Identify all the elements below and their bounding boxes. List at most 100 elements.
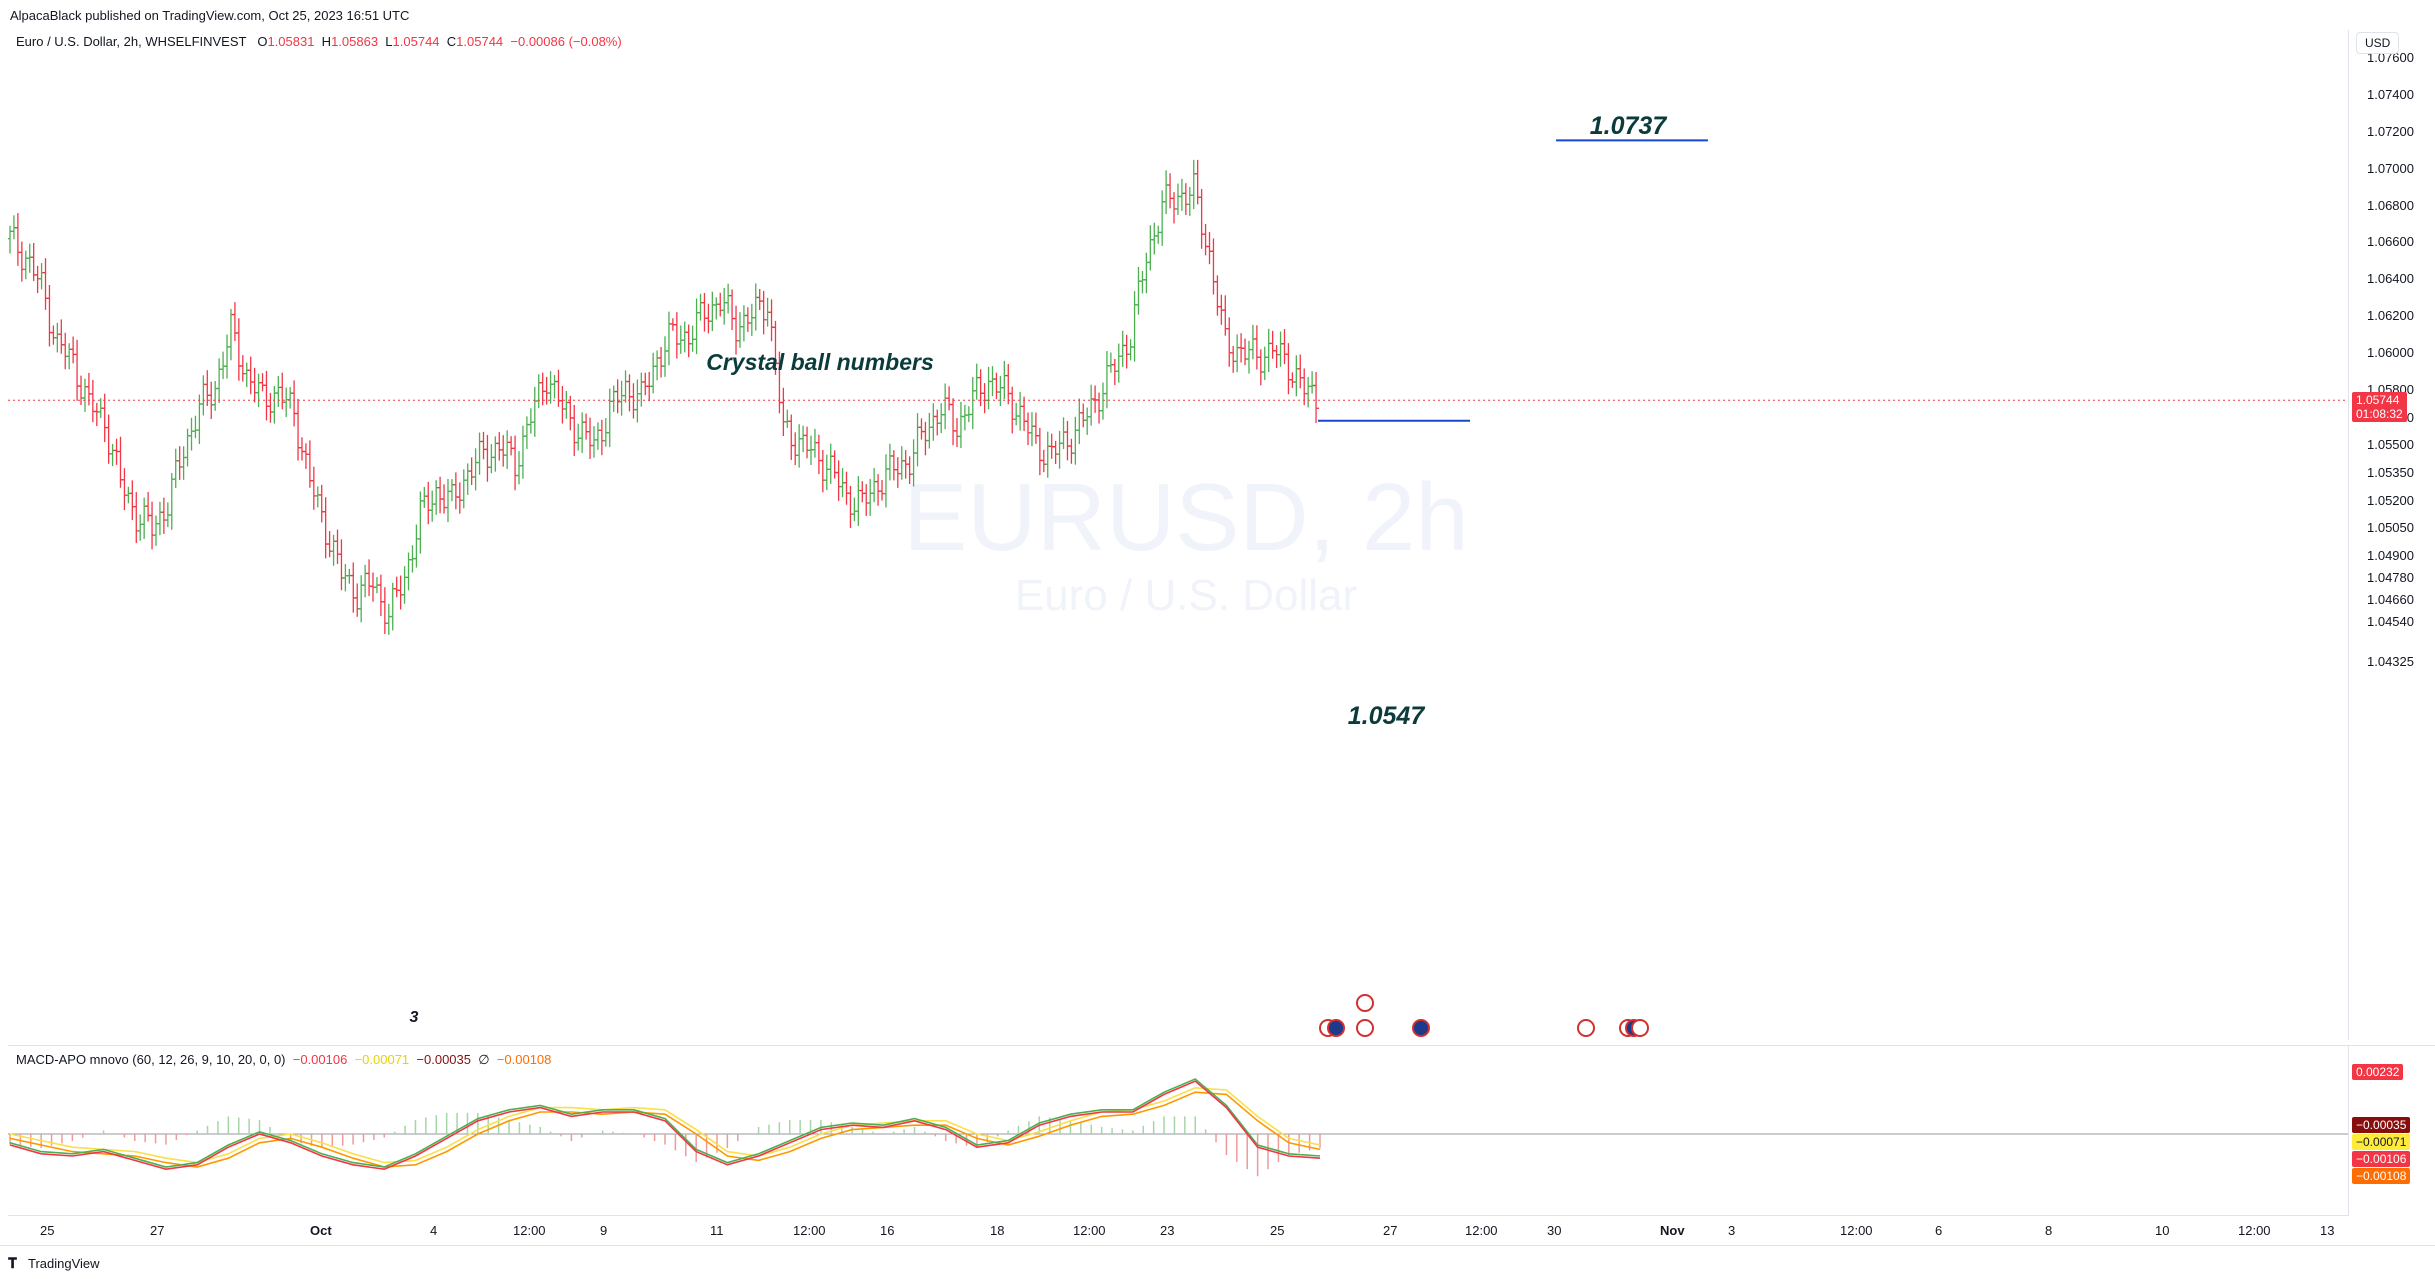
ohlc-bar (421, 486, 428, 508)
ohlc-bar (26, 243, 33, 273)
tradingview-brand: TradingView (28, 1256, 100, 1271)
ohlc-bar (180, 446, 187, 480)
economic-event-icon (1412, 1019, 1430, 1037)
ohlc-bar (200, 375, 207, 416)
time-tick: 3 (1728, 1223, 1736, 1238)
macd-line (9, 1078, 1321, 1168)
ohlc-bar (441, 484, 448, 514)
ohlc-bar (389, 582, 396, 631)
ohlc-bar (1182, 183, 1189, 216)
ohlc-bar (1269, 330, 1276, 359)
high-value: 1.05863 (331, 34, 379, 49)
ohlc-bar (1190, 159, 1197, 210)
symbol-legend[interactable]: Euro / U.S. Dollar, 2h, WHSELFINVEST O1.… (16, 34, 622, 49)
ohlc-bar (1273, 345, 1280, 369)
time-tick: 12:00 (1465, 1223, 1498, 1238)
ohlc-bar (160, 497, 167, 534)
ohlc-bar (1123, 334, 1130, 369)
ohlc-bar (287, 387, 294, 409)
current-price-value: 1.05744 (2356, 393, 2400, 408)
currency-button[interactable]: USD (2356, 32, 2400, 54)
ohlc-bar (606, 388, 613, 448)
ohlc-bar (508, 436, 515, 456)
ohlc-bar (50, 325, 57, 345)
ohlc-bar (330, 534, 337, 566)
ohlc-bar (492, 436, 499, 472)
macd-tag-4: −0.00106 (2352, 1151, 2411, 1167)
ohlc-bar (322, 497, 329, 559)
ohlc-bar (433, 480, 440, 515)
high-label: H (321, 34, 332, 49)
ohlc-bar (302, 443, 309, 469)
ohlc-bar (231, 302, 238, 341)
ohlc-bar (1060, 417, 1067, 450)
time-tick: 12:00 (1073, 1223, 1106, 1238)
ohlc-bar (279, 372, 286, 410)
ohlc-bar (796, 424, 803, 468)
ohlc-bar (851, 497, 858, 522)
open-label: O (257, 34, 268, 49)
macd-name: MACD-APO mnovo (60, 12, 26, 9, 10, 20, 0… (16, 1052, 286, 1067)
macd-pane[interactable] (8, 1045, 2348, 1216)
ohlc-bar (125, 486, 132, 504)
macd-axis[interactable] (2348, 1045, 2435, 1216)
ohlc-bar (575, 423, 582, 451)
ohlc-bar (997, 375, 1004, 406)
ohlc-bar (736, 312, 743, 348)
ohlc-bar (263, 370, 270, 421)
ohlc-bar (1186, 186, 1193, 216)
time-tick: 13 (2320, 1223, 2335, 1238)
ohlc-bar (172, 448, 179, 489)
ohlc-bar (334, 529, 341, 564)
ohlc-bar (354, 583, 361, 617)
ohlc-bar (1147, 225, 1154, 271)
ohlc-bar (1206, 231, 1213, 265)
ohlc-bar (1234, 334, 1241, 373)
ohlc-bar (196, 394, 203, 444)
ohlc-bar (7, 225, 13, 254)
ohlc-bar (476, 432, 483, 475)
price-axis[interactable]: 1.07600 1.07400 1.07200 1.07000 1.06800 1.066… (2348, 30, 2435, 1040)
ohlc-bar (168, 473, 175, 530)
ohlc-bar (1257, 349, 1264, 386)
ohlc-bar (295, 398, 302, 461)
macd-legend[interactable]: MACD-APO mnovo (60, 12, 26, 9, 10, 20, 0… (16, 1052, 551, 1068)
ohlc-bar (863, 484, 870, 516)
ohlc-bar (1139, 270, 1146, 294)
macd-value-2: −0.00071 (354, 1052, 410, 1067)
ohlc-bar (176, 446, 183, 480)
price-chart[interactable]: EURUSD, 2h Euro / U.S. Dollar 1.0737 1.0… (7, 30, 2348, 1040)
macd-tag-1: 0.00232 (2352, 1064, 2404, 1080)
open-value: 1.05831 (267, 34, 315, 49)
ohlc-bar (685, 324, 692, 358)
ohlc-bar (1131, 291, 1138, 362)
macd-line (9, 1091, 1321, 1168)
ohlc-bar (855, 476, 862, 526)
ohlc-bar (255, 373, 262, 408)
ohlc-bar (346, 568, 353, 584)
ohlc-bar (740, 305, 747, 342)
ohlc-bar (827, 443, 834, 484)
time-axis[interactable]: 25 27 Oct 4 12:00 9 11 12:00 16 18 12:00 23 25 27 12:0… (8, 1215, 2348, 1246)
main-chart-pane[interactable]: EURUSD, 2h Euro / U.S. Dollar 1.0737 1.0… (7, 30, 2348, 1040)
economic-event-icon (1327, 1019, 1345, 1037)
ohlc-bar (310, 466, 317, 510)
ohlc-bar (366, 559, 373, 597)
time-tick: 25 (40, 1223, 55, 1238)
ohlc-bar (488, 444, 495, 474)
price-tick: 1.05500 (2367, 437, 2414, 453)
ohlc-bar (58, 319, 65, 354)
ohlc-bar (1021, 396, 1028, 432)
ohlc-bar (697, 293, 704, 321)
ohlc-bar (1151, 222, 1158, 255)
ohlc-bar (590, 426, 597, 458)
ohlc-bar (871, 468, 878, 503)
economic-event-icon (1356, 1019, 1374, 1037)
ohlc-bar (46, 284, 53, 347)
ohlc-bar (121, 468, 128, 511)
ohlc-bar (1001, 360, 1008, 400)
ohlc-bar (188, 417, 195, 451)
ohlc-bar (1155, 225, 1162, 244)
macd-chart[interactable] (8, 1046, 2348, 1216)
time-tick: 30 (1547, 1223, 1562, 1238)
